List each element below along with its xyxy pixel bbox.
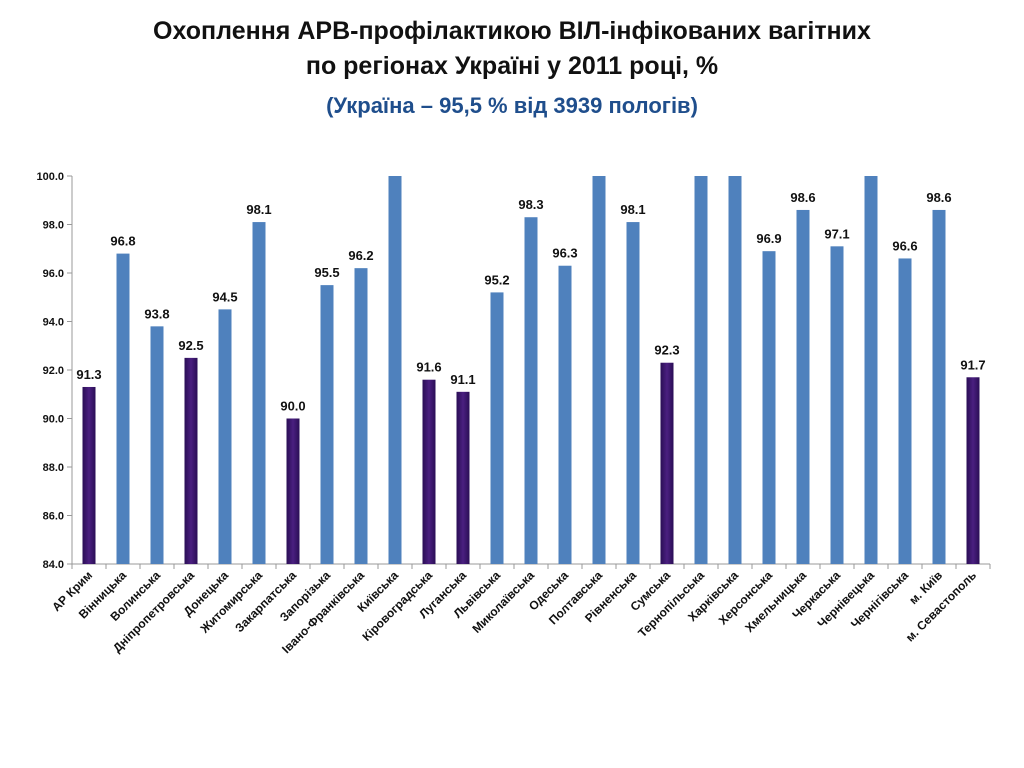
bar (660, 362, 674, 564)
data-label: 92.3 (654, 343, 679, 358)
bar (82, 386, 96, 564)
chart-title-line-2: по регіонах Україні у 2011 році, % (305, 52, 719, 80)
data-label: 94.5 (212, 289, 237, 304)
bar (592, 176, 606, 564)
bar (150, 326, 164, 564)
bar (320, 285, 334, 564)
bar (762, 251, 776, 565)
y-tick-label: 96.0 (43, 268, 64, 280)
bar (252, 222, 266, 564)
data-label: 95.2 (484, 272, 509, 287)
data-label: 93.8 (144, 306, 169, 321)
data-label: 91.7 (960, 357, 985, 372)
bar (728, 176, 742, 564)
bar (932, 209, 946, 564)
data-label: 98.1 (246, 202, 271, 217)
y-tick-label: 86.0 (43, 511, 64, 523)
data-label: 98.6 (790, 190, 815, 205)
data-label: 91.6 (416, 360, 441, 375)
y-tick-label: 92.0 (43, 365, 64, 377)
bar (864, 176, 878, 564)
data-labels: 91.3 96.8 93.8 92.5 94.5 98.1 90.0 95.5 96.2 91.6… (76, 190, 985, 414)
data-label: 96.2 (348, 248, 373, 263)
data-label: 96.6 (892, 238, 917, 253)
bars (82, 176, 980, 565)
y-tick-label: 84.0 (43, 559, 64, 571)
data-label: 91.3 (76, 367, 101, 382)
y-tick-label: 100.0 (36, 171, 64, 183)
data-label: 98.1 (620, 202, 645, 217)
data-label: 92.5 (178, 338, 203, 353)
bar (966, 377, 980, 564)
data-label: 96.9 (756, 231, 781, 246)
data-label: 95.5 (314, 265, 339, 280)
chart-title-line-1: Охоплення АРВ-профілактикою ВІЛ-інфікова… (153, 17, 871, 45)
y-tick-label: 94.0 (43, 317, 64, 329)
y-tick-label: 88.0 (43, 462, 64, 474)
bar (524, 217, 538, 564)
data-label: 96.3 (552, 246, 577, 261)
data-label: 98.3 (518, 197, 543, 212)
bar (218, 309, 232, 564)
data-label: 98.6 (926, 190, 951, 205)
bar (626, 222, 640, 564)
bar (184, 357, 198, 564)
bar (388, 176, 402, 564)
x-tick-labels: АР КримВінницькаВолинськаДніпропетровськ… (49, 568, 979, 656)
bar (898, 258, 912, 564)
bar (116, 253, 130, 564)
bar (558, 265, 572, 564)
bar (694, 176, 708, 564)
bar (422, 379, 436, 564)
data-label: 91.1 (450, 372, 475, 387)
bar (286, 418, 300, 564)
y-tick-label: 98.0 (43, 220, 64, 232)
data-label: 97.1 (824, 226, 849, 241)
bar (490, 292, 504, 564)
bar (456, 391, 470, 564)
data-label: 90.0 (280, 399, 305, 414)
bar (830, 246, 844, 564)
chart-subtitle: (Україна – 95,5 % від 3939 пологів) (326, 93, 698, 118)
bar (354, 268, 368, 564)
y-tick-label: 90.0 (43, 414, 64, 426)
data-label: 96.8 (110, 234, 135, 249)
bar (796, 209, 810, 564)
